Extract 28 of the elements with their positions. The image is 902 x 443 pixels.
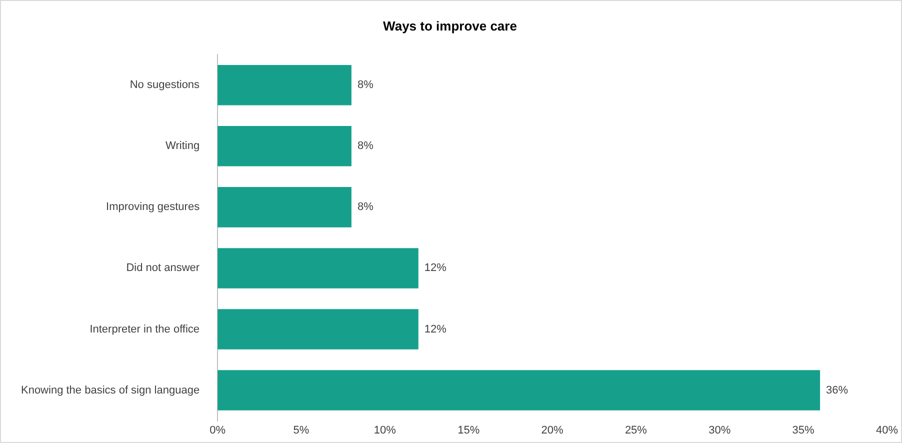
y-tick-label: Writing [166,140,200,152]
bar [218,370,820,410]
data-label: 8% [357,201,374,214]
y-tick-label: Knowing the basics of sign language [20,384,200,396]
data-label: 8% [357,140,374,152]
y-tick-label: No sugestions [130,79,200,92]
bar [218,309,418,350]
bar [218,187,352,228]
x-tick-label: 10% [374,424,396,436]
x-tick-label: 25% [624,424,648,436]
y-tick-label: Interpreter in the office [90,323,200,336]
x-tick-label: 30% [708,424,731,436]
x-tick-label: 20% [541,424,564,436]
data-label: 8% [357,79,374,92]
x-tick-label: 35% [792,424,815,436]
data-label: 12% [424,262,447,274]
chart-title: Ways to improve care [383,18,517,34]
y-tick-label: Improving gestures [106,201,200,214]
data-label: 36% [826,384,848,396]
x-tick-label: 40% [876,424,898,436]
bar [218,248,418,288]
x-tick-label: 5% [293,424,310,436]
x-tick-label: 0% [210,424,226,436]
bar [218,64,352,106]
y-tick-label: Did not answer [126,262,200,274]
data-label: 12% [424,323,447,336]
bar [218,126,352,166]
x-tick-label: 15% [458,424,480,436]
